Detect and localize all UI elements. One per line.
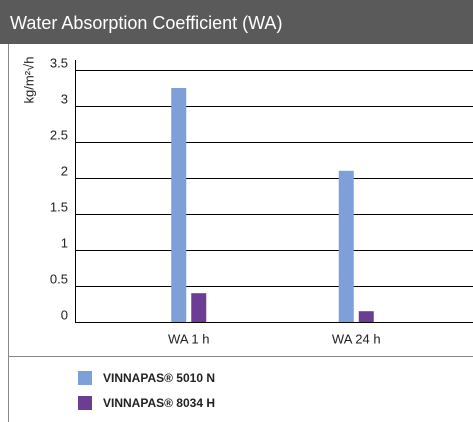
bar xyxy=(191,293,207,322)
x-tick-label: WA 24 h xyxy=(332,331,381,346)
y-tick-label: 3 xyxy=(61,91,68,106)
y-tick-label: 1 xyxy=(61,235,68,250)
bar xyxy=(338,170,354,322)
legend-label: VINNAPAS® 8034 H xyxy=(103,396,215,410)
bar xyxy=(358,311,374,322)
header-bar xyxy=(0,0,473,44)
legend-label: VINNAPAS® 5010 N xyxy=(103,371,215,385)
y-tick-label: 3.5 xyxy=(50,55,68,70)
y-tick-label: 2 xyxy=(61,163,68,178)
legend-swatch xyxy=(78,371,92,385)
y-tick-label: 2.5 xyxy=(50,127,68,142)
x-tick-label: WA 1 h xyxy=(168,331,209,346)
y-axis-label: kg/m²√h xyxy=(21,57,36,104)
chart-title: Water Absorption Coefficient (WA) xyxy=(10,13,282,33)
y-tick-label: 1.5 xyxy=(50,199,68,214)
y-tick-label: 0.5 xyxy=(50,271,68,286)
bar xyxy=(171,88,187,322)
legend-swatch xyxy=(78,396,92,410)
y-tick-label: 0 xyxy=(61,307,68,322)
